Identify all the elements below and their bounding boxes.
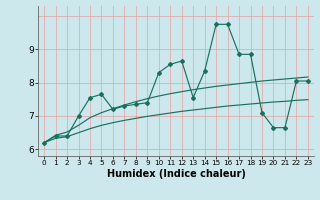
X-axis label: Humidex (Indice chaleur): Humidex (Indice chaleur) [107, 169, 245, 179]
